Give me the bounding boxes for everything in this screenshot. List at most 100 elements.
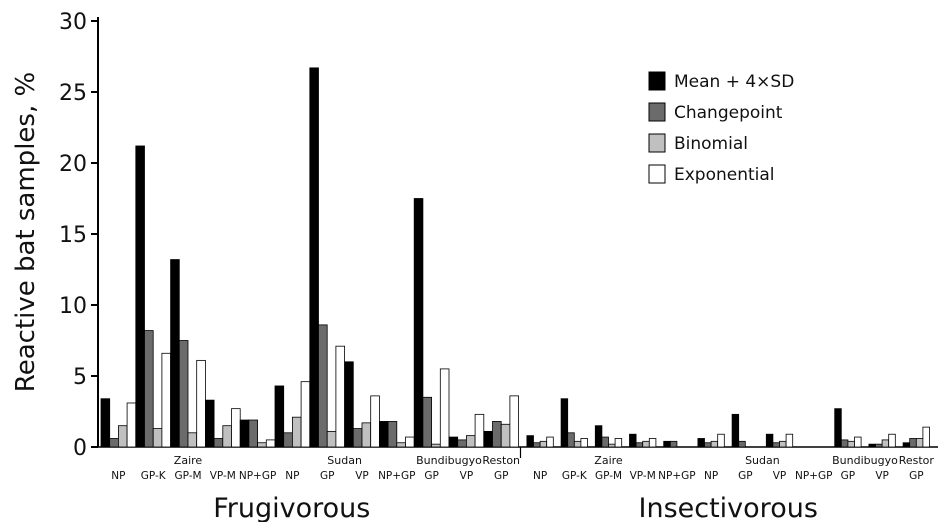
species-label: Zaire — [174, 454, 203, 467]
bar — [239, 419, 250, 448]
legend-swatch — [648, 164, 666, 184]
bar — [765, 433, 774, 448]
bar — [352, 428, 363, 448]
panel-label: Insectivorous — [639, 493, 818, 522]
x-tick-label: GP — [738, 470, 752, 482]
y-tick-label: 10 — [59, 294, 87, 319]
bar — [738, 440, 746, 448]
legend-label: Changepoint — [674, 103, 783, 123]
bar — [465, 435, 476, 448]
bar — [170, 259, 180, 448]
bar — [152, 428, 163, 448]
bar — [318, 324, 328, 448]
species-label: Bundibugyo — [832, 454, 898, 467]
bar — [274, 385, 285, 448]
species-label: Zaire — [594, 454, 623, 467]
bar — [109, 438, 119, 448]
legend: Mean + 4×SD Changepoint Binomial Exponentia… — [648, 71, 794, 185]
legend-label: Mean + 4×SD — [674, 72, 794, 92]
x-tick-label: NP — [285, 470, 299, 482]
x-tick-label: VP — [355, 470, 369, 482]
bar — [772, 442, 780, 448]
bar — [204, 399, 215, 448]
bar — [888, 433, 896, 448]
bar — [648, 438, 657, 448]
bar — [196, 359, 206, 448]
x-tick-label: NP+GP — [658, 470, 695, 482]
bar — [344, 361, 354, 448]
bar — [539, 440, 548, 448]
panel-label: Frugivorous — [213, 493, 370, 522]
x-tick-label: GP — [320, 470, 334, 482]
bar — [283, 432, 293, 448]
legend-swatch — [648, 71, 666, 91]
bar — [335, 345, 345, 448]
bar — [231, 408, 241, 448]
bar — [144, 330, 154, 448]
x-tick-label: VP — [875, 470, 889, 482]
bar — [474, 413, 485, 448]
legend-label: Exponential — [674, 165, 775, 185]
bar — [187, 432, 198, 448]
x-tick-label: GP — [841, 470, 855, 482]
legend-label: Binomial — [674, 134, 748, 154]
bar — [265, 439, 276, 448]
bars — [100, 67, 930, 448]
bar — [854, 436, 862, 448]
bar — [840, 439, 849, 448]
bar — [580, 438, 588, 448]
bar — [178, 340, 189, 448]
x-tick-label: GP-M — [595, 470, 622, 482]
x-tick-label: VP — [773, 470, 787, 482]
bar — [213, 438, 224, 448]
bar — [126, 402, 137, 448]
bar — [509, 395, 519, 448]
y-tick-label: 30 — [59, 10, 87, 35]
bar — [922, 426, 930, 448]
bar — [248, 419, 258, 448]
bar — [669, 440, 678, 448]
bar — [847, 440, 855, 448]
y-tick-label: 0 — [73, 436, 87, 461]
bar — [161, 352, 171, 448]
bar — [413, 198, 424, 448]
x-tick-label: GP-K — [562, 470, 588, 482]
bar — [257, 442, 267, 448]
x-tick-label: NP — [533, 470, 547, 482]
bar — [526, 435, 534, 448]
bar — [731, 413, 740, 448]
bar — [834, 408, 842, 448]
bar — [915, 438, 924, 448]
x-tick-label: NP — [704, 470, 718, 482]
y-tick-label: 25 — [59, 81, 87, 106]
bar — [573, 440, 582, 448]
bar — [614, 438, 623, 448]
x-tick-label: NP+GP — [239, 470, 276, 482]
x-tick-label: GP — [909, 470, 923, 482]
bar — [697, 438, 705, 448]
bar — [378, 421, 389, 448]
y-tick-label: 5 — [73, 365, 87, 390]
bar — [370, 395, 380, 448]
bar — [533, 442, 541, 448]
bar — [881, 439, 890, 448]
bar — [457, 439, 467, 448]
species-label: Reston — [482, 454, 520, 467]
species-label: Bundibugyo — [416, 454, 482, 467]
x-tick-label: GP — [494, 470, 508, 482]
bar — [629, 433, 637, 448]
bar — [594, 425, 603, 448]
x-tick-label: GP-K — [141, 470, 167, 482]
x-tick-label: VP-M — [630, 470, 656, 482]
x-tick-label: VP-M — [210, 470, 236, 482]
x-tick-label: GP-M — [174, 470, 201, 482]
bar — [500, 423, 511, 448]
x-tick-label: NP+GP — [378, 470, 415, 482]
bar — [387, 421, 398, 448]
bar — [635, 442, 644, 448]
bar — [785, 433, 794, 448]
bar — [135, 145, 145, 448]
x-tick-label: GP — [424, 470, 438, 482]
bar — [717, 433, 725, 448]
